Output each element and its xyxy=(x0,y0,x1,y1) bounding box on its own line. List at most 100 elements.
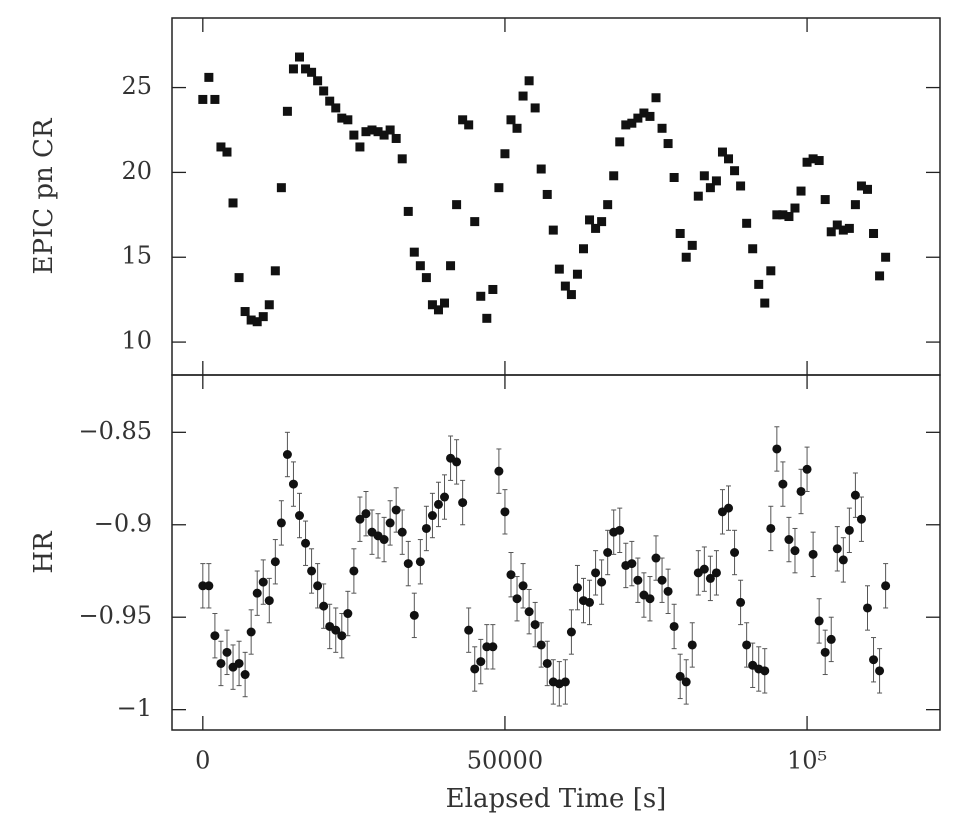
data-point xyxy=(597,217,607,227)
data-point xyxy=(820,647,830,657)
data-point xyxy=(772,210,782,220)
data-point xyxy=(585,215,595,225)
data-point xyxy=(621,120,631,130)
data-point xyxy=(367,125,377,135)
x-tick-label: 10⁵ xyxy=(787,747,827,775)
data-point xyxy=(657,575,667,585)
data-point xyxy=(814,156,824,166)
data-point xyxy=(742,640,752,650)
data-point xyxy=(681,677,691,687)
data-point xyxy=(294,52,304,62)
data-point xyxy=(337,631,347,641)
data-point xyxy=(675,671,685,681)
data-point xyxy=(869,655,879,665)
data-point xyxy=(464,625,474,635)
data-point xyxy=(307,67,317,77)
data-point xyxy=(264,300,274,310)
y-tick-label: 20 xyxy=(121,157,152,185)
data-point xyxy=(790,546,800,556)
data-point xyxy=(609,171,619,181)
data-point xyxy=(766,523,776,533)
data-point xyxy=(258,577,268,587)
data-point xyxy=(403,206,413,216)
data-point xyxy=(615,137,625,147)
data-point xyxy=(512,594,522,604)
y-tick-label: 15 xyxy=(121,242,152,270)
data-point xyxy=(566,627,576,637)
data-point xyxy=(875,666,885,676)
data-point xyxy=(832,220,842,230)
data-point xyxy=(391,505,401,515)
data-point xyxy=(790,203,800,213)
data-point xyxy=(856,181,866,191)
data-point xyxy=(216,142,226,152)
x-tick-label: 50000 xyxy=(467,747,543,775)
data-point xyxy=(488,642,498,652)
data-point xyxy=(524,607,534,617)
data-point xyxy=(228,198,238,208)
y-axis-label: EPIC pn CR xyxy=(29,117,59,274)
data-point xyxy=(270,557,280,567)
data-point xyxy=(452,200,462,210)
data-point xyxy=(301,538,311,548)
data-point xyxy=(699,564,709,574)
data-point xyxy=(560,677,570,687)
data-point xyxy=(246,315,256,325)
data-point xyxy=(210,631,220,641)
plot-frame xyxy=(171,374,941,731)
data-point xyxy=(814,616,824,626)
y-tick-label: −1 xyxy=(117,694,152,722)
data-point xyxy=(687,240,697,250)
data-point xyxy=(808,154,818,164)
data-point xyxy=(325,96,335,106)
data-point xyxy=(651,93,661,103)
data-point xyxy=(421,273,431,283)
data-point xyxy=(337,113,347,123)
data-point xyxy=(198,94,208,104)
data-point xyxy=(862,184,872,194)
data-point xyxy=(391,133,401,143)
data-point xyxy=(754,279,764,289)
data-point xyxy=(288,64,298,74)
data-point xyxy=(524,76,534,86)
data-point xyxy=(832,544,842,554)
data-point xyxy=(440,492,450,502)
data-point xyxy=(500,507,510,517)
data-point xyxy=(603,200,613,210)
data-point xyxy=(711,176,721,186)
data-point xyxy=(760,298,770,308)
data-point xyxy=(717,147,727,157)
data-point xyxy=(862,603,872,613)
data-point xyxy=(355,514,365,524)
y-tick-label: −0.85 xyxy=(78,417,152,445)
data-point xyxy=(687,640,697,650)
data-point xyxy=(313,581,323,591)
data-point xyxy=(548,225,558,235)
data-point xyxy=(482,313,492,323)
data-point xyxy=(500,149,510,159)
data-point xyxy=(705,573,715,583)
data-point xyxy=(711,568,721,578)
data-point xyxy=(615,525,625,535)
data-point xyxy=(669,621,679,631)
data-point xyxy=(222,647,232,657)
data-point xyxy=(633,113,643,123)
data-point xyxy=(645,111,655,121)
data-point xyxy=(651,553,661,563)
data-point xyxy=(784,212,794,222)
data-point xyxy=(282,106,292,116)
data-point xyxy=(488,284,498,294)
data-point xyxy=(663,586,673,596)
data-point xyxy=(282,450,292,460)
y-tick-label: 25 xyxy=(121,72,152,100)
data-point xyxy=(470,217,480,227)
data-point xyxy=(633,575,643,585)
data-point xyxy=(512,123,522,133)
data-point xyxy=(772,444,782,454)
data-point xyxy=(319,601,329,611)
data-point xyxy=(808,549,818,559)
data-point xyxy=(331,103,341,113)
data-point xyxy=(234,273,244,283)
data-point xyxy=(736,597,746,607)
data-point xyxy=(669,172,679,182)
